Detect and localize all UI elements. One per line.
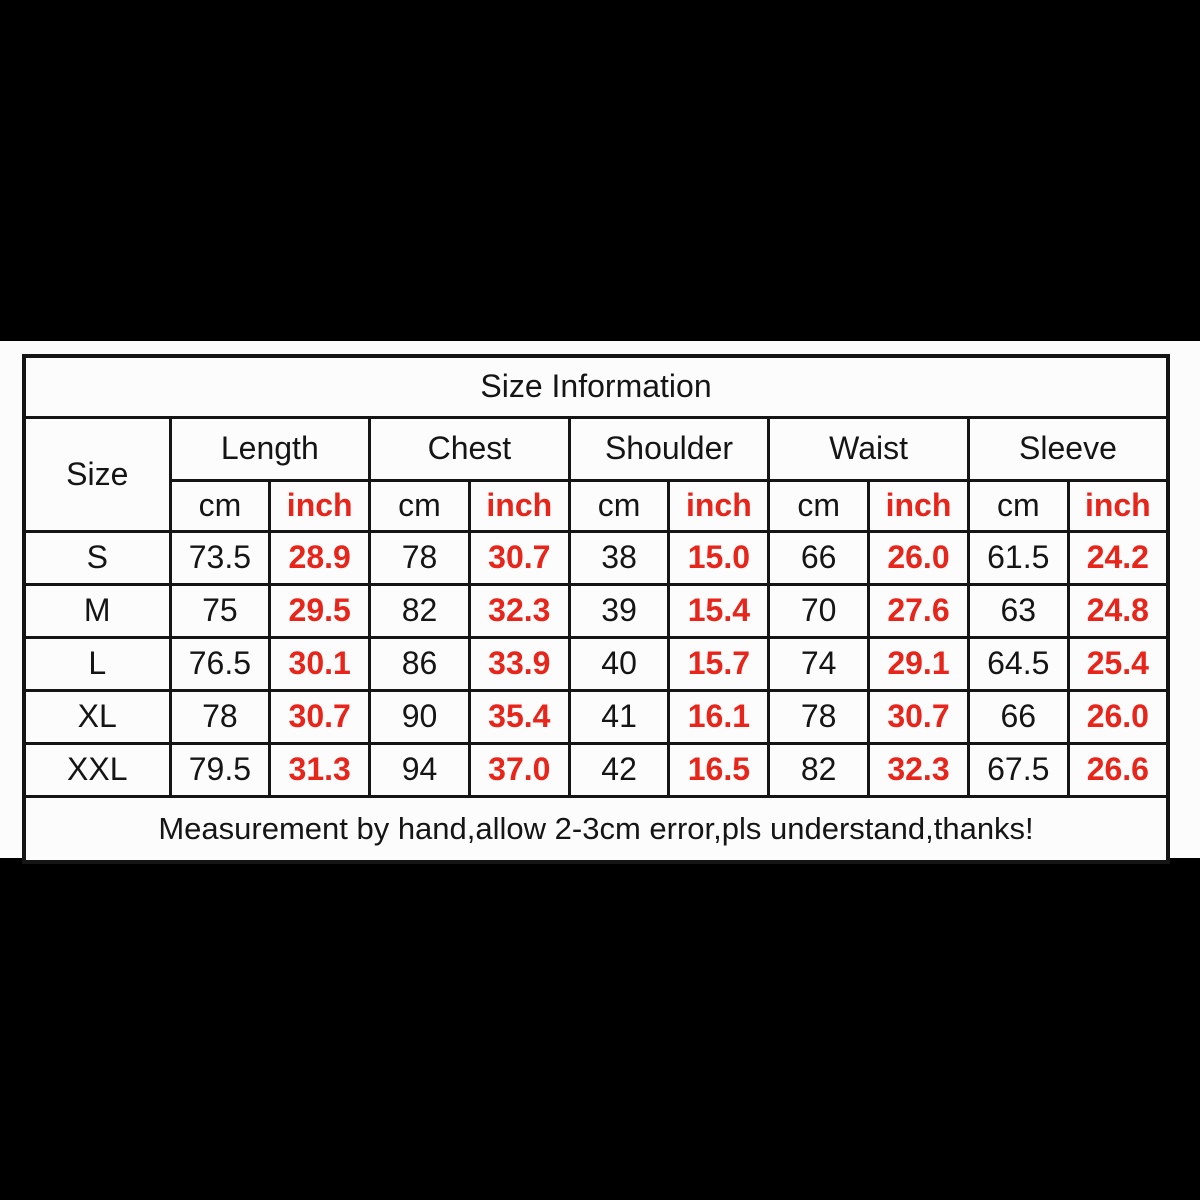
cell-shoulder-inch: 16.1 [667, 689, 771, 745]
table-row-s: S 73.5 28.9 78 30.7 38 15.0 66 26.0 61.5… [22, 530, 1170, 586]
unit-header-inch: inch [467, 479, 571, 533]
cell-length-inch: 30.7 [268, 689, 372, 745]
cell-length-inch: 28.9 [268, 530, 372, 586]
cell-sleeve-cm: 61.5 [966, 530, 1070, 586]
cell-chest-inch: 37.0 [467, 742, 571, 798]
cell-chest-cm: 94 [368, 742, 471, 798]
group-header-row: Size Length Chest Shoulder Waist Sleeve [22, 416, 1170, 533]
size-label: XL [22, 689, 172, 745]
cell-waist-cm: 82 [767, 742, 871, 798]
cell-length-cm: 78 [168, 689, 272, 745]
group-header-waist: Waist [767, 416, 970, 482]
cell-waist-inch: 32.3 [867, 742, 970, 798]
cell-waist-cm: 70 [767, 583, 871, 639]
cell-chest-inch: 32.3 [467, 583, 571, 639]
cell-length-inch: 31.3 [268, 742, 372, 798]
unit-header-inch: inch [268, 479, 372, 533]
cell-chest-inch: 33.9 [467, 636, 571, 692]
cell-length-inch: 30.1 [268, 636, 372, 692]
cell-length-cm: 79.5 [168, 742, 272, 798]
cell-length-cm: 73.5 [168, 530, 272, 586]
cell-shoulder-cm: 40 [567, 636, 671, 692]
size-label: L [22, 636, 172, 692]
unit-header-cm: cm [567, 479, 671, 533]
cell-sleeve-inch: 24.2 [1066, 530, 1170, 586]
cell-sleeve-cm: 63 [966, 583, 1070, 639]
cell-chest-cm: 90 [368, 689, 471, 745]
cell-sleeve-inch: 24.8 [1066, 583, 1170, 639]
cell-waist-cm: 66 [767, 530, 871, 586]
cell-sleeve-cm: 64.5 [966, 636, 1070, 692]
table-row-m: M 75 29.5 82 32.3 39 15.4 70 27.6 63 24.… [22, 583, 1170, 639]
cell-sleeve-cm: 66 [966, 689, 1070, 745]
cell-waist-cm: 74 [767, 636, 871, 692]
note-row: Measurement by hand,allow 2-3cm error,pl… [22, 795, 1170, 864]
cell-waist-inch: 30.7 [867, 689, 970, 745]
unit-header-inch: inch [667, 479, 771, 533]
cell-chest-cm: 82 [368, 583, 471, 639]
cell-waist-inch: 29.1 [867, 636, 970, 692]
unit-header-cm: cm [168, 479, 272, 533]
cell-shoulder-cm: 41 [567, 689, 671, 745]
unit-header-cm: cm [368, 479, 471, 533]
group-header-shoulder: Shoulder [567, 416, 771, 482]
cell-sleeve-inch: 26.6 [1066, 742, 1170, 798]
unit-header-row: cm inch cm inch cm inch cm inch cm inch [24, 479, 1170, 533]
size-information-table: Size Information Size Length Chest Shoul… [22, 354, 1170, 864]
group-header-sleeve: Sleeve [966, 416, 1170, 482]
group-header-chest: Chest [368, 416, 571, 482]
cell-chest-cm: 86 [368, 636, 471, 692]
cell-shoulder-inch: 15.0 [667, 530, 771, 586]
size-column-header: Size [22, 416, 172, 533]
cell-shoulder-cm: 39 [567, 583, 671, 639]
cell-chest-cm: 78 [368, 530, 471, 586]
size-chart-panel: Size Information Size Length Chest Shoul… [0, 341, 1200, 864]
cell-waist-inch: 26.0 [867, 530, 970, 586]
cell-length-inch: 29.5 [268, 583, 372, 639]
cell-shoulder-inch: 15.7 [667, 636, 771, 692]
cell-shoulder-cm: 42 [567, 742, 671, 798]
cell-waist-inch: 27.6 [867, 583, 970, 639]
size-label: M [22, 583, 172, 639]
cell-shoulder-inch: 15.4 [667, 583, 771, 639]
cell-length-cm: 76.5 [168, 636, 272, 692]
unit-header-cm: cm [767, 479, 871, 533]
unit-header-inch: inch [1066, 479, 1170, 533]
size-label: XXL [22, 742, 172, 798]
cell-sleeve-inch: 25.4 [1066, 636, 1170, 692]
cell-chest-inch: 35.4 [467, 689, 571, 745]
measurement-note: Measurement by hand,allow 2-3cm error,pl… [22, 795, 1170, 864]
size-label: S [22, 530, 172, 586]
group-header-length: Length [168, 416, 372, 482]
cell-length-cm: 75 [168, 583, 272, 639]
cell-waist-cm: 78 [767, 689, 871, 745]
cell-shoulder-cm: 38 [567, 530, 671, 586]
cell-chest-inch: 30.7 [467, 530, 571, 586]
unit-header-cm: cm [966, 479, 1070, 533]
table-row-xxl: XXL 79.5 31.3 94 37.0 42 16.5 82 32.3 67… [22, 742, 1170, 798]
unit-header-inch: inch [867, 479, 970, 533]
table-row-xl: XL 78 30.7 90 35.4 41 16.1 78 30.7 66 26… [22, 689, 1170, 745]
cell-sleeve-inch: 26.0 [1066, 689, 1170, 745]
cell-sleeve-cm: 67.5 [966, 742, 1070, 798]
title-row: Size Information [22, 354, 1170, 419]
cell-shoulder-inch: 16.5 [667, 742, 771, 798]
page-title: Size Information [22, 354, 1170, 419]
table-row-l: L 76.5 30.1 86 33.9 40 15.7 74 29.1 64.5… [22, 636, 1170, 692]
